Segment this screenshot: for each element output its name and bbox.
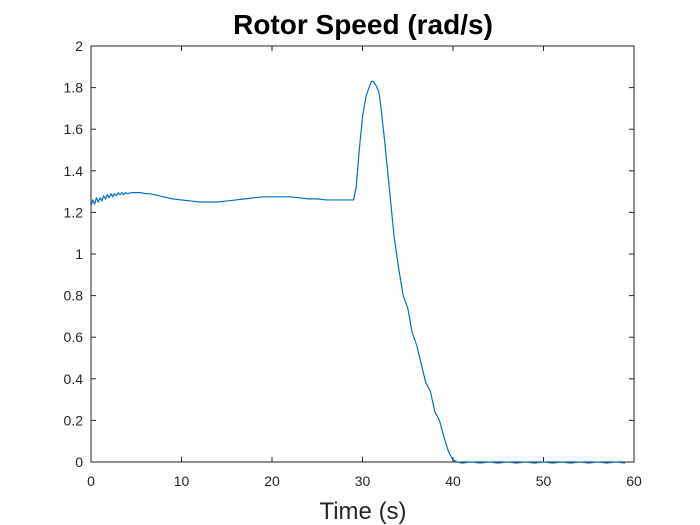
series-line-1 [90,80,626,464]
x-tick-label: 0 [87,473,95,489]
axes-box [90,45,635,463]
x-tick-label: 50 [536,473,552,489]
y-tick-label: 1.6 [64,121,84,137]
x-tick-label: 60 [626,473,642,489]
y-tick-label: 0.8 [64,288,84,304]
y-tick-label: 2 [75,38,83,54]
y-tick-label: 0.6 [64,329,84,345]
x-tick-label: 30 [355,473,371,489]
x-tick-label: 10 [174,473,190,489]
x-tick-label: 40 [445,473,461,489]
x-tick-label: 20 [264,473,280,489]
y-tick-label: 1.2 [64,204,84,220]
y-tick-label: 0 [75,454,83,470]
chart-title: Rotor Speed (rad/s) [233,9,493,40]
y-tick-label: 0.4 [64,371,84,387]
plot-area: 0 10 20 30 40 50 60 0 0.2 0.4 0.6 0.8 1 1.2 1.4 1.6 1.8 2 [64,38,642,489]
y-tick-label: 0.2 [64,412,84,428]
y-tick-label: 1 [75,246,83,262]
y-tick-label: 1.4 [64,163,84,179]
y-tick-label: 1.8 [64,80,84,96]
x-axis-label: Time (s) [319,498,406,525]
